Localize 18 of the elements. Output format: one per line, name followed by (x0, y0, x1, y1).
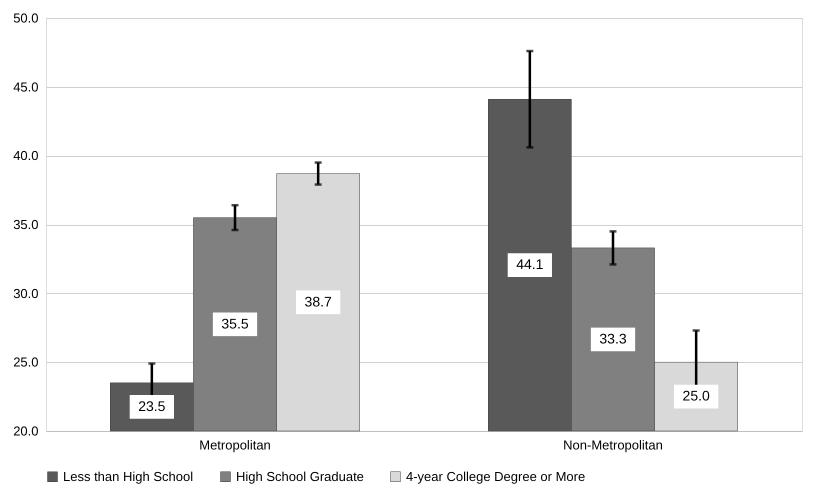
x-tick-label: Metropolitan (199, 438, 271, 452)
y-tick-label: 30.0 (13, 286, 38, 301)
data-label: 44.1 (516, 256, 544, 272)
data-label: 33.3 (599, 330, 627, 346)
y-tick-label: 25.0 (13, 354, 38, 370)
y-tick-label: 20.0 (13, 424, 38, 438)
y-tick-label: 45.0 (13, 79, 38, 94)
data-label: 25.0 (682, 388, 710, 404)
y-tick-label: 50.0 (13, 10, 38, 26)
legend-label: 4-year College Degree or More (406, 468, 586, 484)
y-tick-label: 35.0 (13, 217, 38, 232)
legend-label: Less than High School (63, 468, 194, 484)
data-label: 35.5 (221, 315, 249, 332)
data-label: 23.5 (138, 398, 166, 414)
data-label: 38.7 (304, 293, 332, 310)
legend-label: High School Graduate (236, 468, 364, 484)
y-tick-label: 40.0 (13, 148, 38, 164)
x-tick-label: Non-Metropolitan (563, 438, 663, 452)
